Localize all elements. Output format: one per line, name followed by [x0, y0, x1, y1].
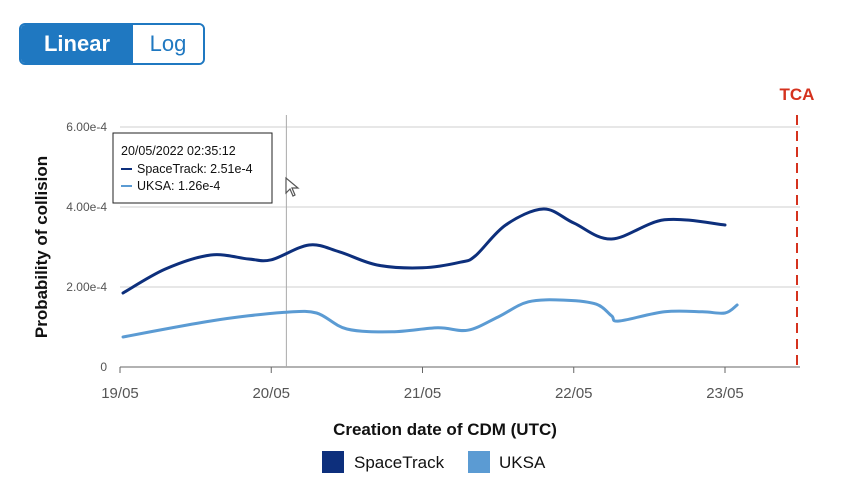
- legend-swatch-spacetrack: [322, 451, 344, 473]
- legend-item-spacetrack[interactable]: SpaceTrack: [322, 451, 445, 473]
- x-tick-label: 23/05: [706, 385, 744, 402]
- legend: SpaceTrack UKSA: [322, 451, 546, 473]
- x-tick-label: 21/05: [404, 385, 442, 402]
- series-line-uksa: [121, 298, 739, 339]
- tooltip-line-uksa: UKSA: 1.26e-4: [137, 179, 220, 193]
- mouse-cursor-icon: [285, 176, 300, 197]
- grid-lines: [120, 126, 800, 368]
- legend-item-uksa[interactable]: UKSA: [468, 451, 546, 473]
- y-axis-ticks: 0 2.00e-4 4.00e-4 6.00e-4: [66, 120, 107, 374]
- hover-tooltip: 20/05/2022 02:35:12 SpaceTrack: 2.51e-4 …: [112, 132, 273, 204]
- legend-label-uksa: UKSA: [499, 453, 546, 472]
- y-tick-label: 2.00e-4: [66, 280, 107, 294]
- y-axis-title: Probability of collision: [32, 156, 51, 338]
- x-axis-title: Creation date of CDM (UTC): [333, 420, 557, 439]
- linear-scale-button[interactable]: Linear: [21, 25, 133, 63]
- tooltip-date: 20/05/2022 02:35:12: [121, 144, 236, 158]
- x-tick-label: 22/05: [555, 385, 593, 402]
- tca-label: TCA: [780, 85, 815, 104]
- series-lines: [121, 207, 739, 339]
- tooltip-line-spacetrack: SpaceTrack: 2.51e-4: [137, 162, 253, 176]
- y-tick-label: 4.00e-4: [66, 200, 107, 214]
- x-tick-label: 20/05: [252, 385, 290, 402]
- tooltip-box: [112, 132, 273, 204]
- y-tick-label: 6.00e-4: [66, 120, 107, 134]
- scale-toggle: Linear Log: [19, 23, 205, 65]
- legend-swatch-uksa: [468, 451, 490, 473]
- y-tick-label: 0: [100, 360, 107, 374]
- legend-label-spacetrack: SpaceTrack: [354, 453, 445, 472]
- log-scale-button[interactable]: Log: [133, 25, 203, 63]
- x-tick-label: 19/05: [101, 385, 139, 402]
- series-line-spacetrack: [121, 207, 727, 295]
- x-axis-ticks: 19/05 20/05 21/05 22/05 23/05: [101, 367, 744, 402]
